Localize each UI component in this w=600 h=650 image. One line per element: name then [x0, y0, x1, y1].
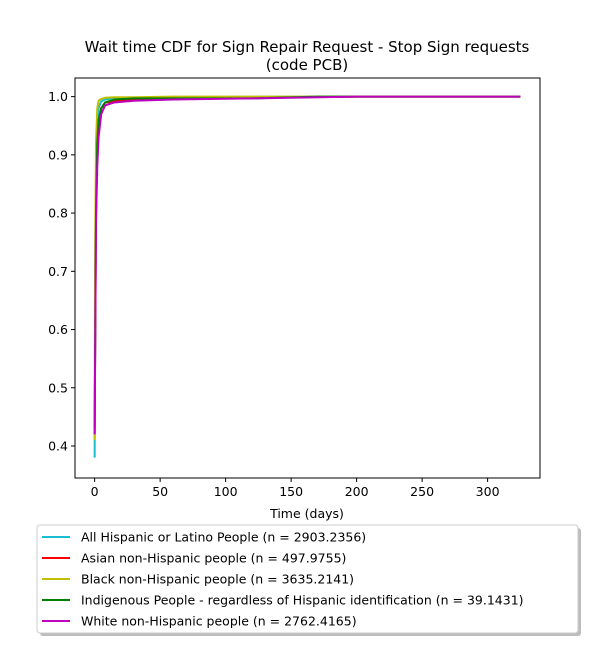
legend: All Hispanic or Latino People (n = 2903.…	[36, 524, 581, 636]
y-tick-label: 0.6	[48, 322, 68, 337]
y-tick-label: 0.9	[48, 147, 68, 162]
x-tick-label: 0	[91, 484, 99, 499]
x-tick-label: 250	[410, 484, 434, 499]
y-axis: 0.4 0.5 0.6 0.7 0.8 0.9 1.0	[48, 89, 75, 453]
legend-label-2: Black non-Hispanic people (n = 3635.2141…	[81, 572, 354, 587]
y-tick-label: 0.7	[48, 264, 68, 279]
x-axis: 0 50 100 150 200 250 300	[91, 478, 500, 499]
series-line-2	[93, 95, 521, 441]
x-tick-label: 150	[279, 484, 303, 499]
legend-label-4: White non-Hispanic people (n = 2762.4165…	[81, 614, 357, 629]
series-layer	[93, 95, 521, 458]
plot-area	[74, 77, 541, 479]
chart-title-line1: Wait time CDF for Sign Repair Request - …	[85, 38, 530, 56]
y-tick-label: 0.5	[48, 380, 68, 395]
legend-label-3: Indigenous People - regardless of Hispan…	[81, 593, 524, 608]
y-tick-label: 0.4	[48, 438, 68, 453]
chart-title-line2: (code PCB)	[266, 56, 348, 74]
x-tick-label: 50	[152, 484, 168, 499]
legend-label-1: Asian non-Hispanic people (n = 497.9755)	[81, 551, 346, 566]
x-tick-label: 200	[345, 484, 369, 499]
x-tick-label: 100	[214, 484, 238, 499]
y-tick-label: 1.0	[48, 89, 68, 104]
x-tick-label: 300	[476, 484, 500, 499]
legend-box	[36, 524, 579, 634]
legend-label-0: All Hispanic or Latino People (n = 2903.…	[81, 530, 366, 545]
x-axis-label: Time (days)	[269, 506, 344, 521]
series-line-4	[93, 95, 521, 435]
legend-items: All Hispanic or Latino People (n = 2903.…	[42, 530, 524, 629]
y-tick-label: 0.8	[48, 206, 68, 221]
